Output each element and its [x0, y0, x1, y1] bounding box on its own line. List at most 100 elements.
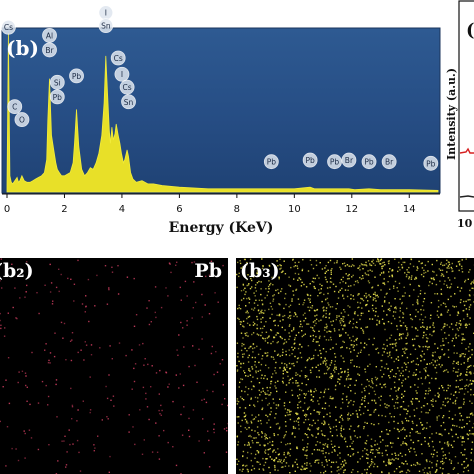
- map-dot: [422, 337, 424, 339]
- map-dot: [385, 449, 387, 452]
- map-dot: [375, 307, 377, 309]
- map-dot: [304, 333, 306, 335]
- map-dot: [374, 291, 376, 294]
- map-dot: [381, 414, 383, 417]
- map-dot: [257, 420, 260, 422]
- map-dot: [47, 404, 49, 406]
- map-dot: [471, 353, 473, 356]
- map-dot: [286, 366, 288, 368]
- map-dot: [350, 344, 352, 346]
- map-dot: [278, 314, 280, 317]
- map-dot: [265, 414, 267, 416]
- map-dot: [135, 314, 138, 316]
- map-dot: [442, 451, 444, 453]
- map-dot: [274, 370, 276, 372]
- map-dot: [425, 367, 427, 369]
- map-dot: [108, 471, 110, 473]
- map-dot: [360, 297, 362, 300]
- map-dot: [253, 307, 256, 309]
- map-dot: [222, 264, 224, 267]
- map-dot: [214, 292, 216, 294]
- map-dot: [362, 330, 365, 333]
- map-dot: [446, 324, 448, 326]
- map-dot: [251, 366, 253, 368]
- map-dot: [213, 431, 215, 434]
- map-dot: [413, 289, 415, 291]
- map-dot: [385, 293, 387, 295]
- map-dot: [292, 425, 295, 428]
- map-dot: [250, 398, 252, 400]
- map-dot: [454, 277, 456, 279]
- map-dot: [422, 334, 425, 337]
- map-dot: [350, 298, 352, 300]
- map-dot: [338, 334, 341, 336]
- map-dot: [416, 424, 418, 427]
- map-dot: [453, 306, 455, 308]
- map-dot: [278, 453, 280, 455]
- map-dot: [340, 371, 343, 374]
- map-dot: [421, 383, 424, 385]
- map-dot: [363, 426, 365, 428]
- map-dot: [404, 437, 406, 439]
- map-dot: [361, 399, 363, 401]
- map-dot: [442, 338, 444, 340]
- map-dot: [362, 450, 364, 452]
- map-dot: [461, 427, 463, 429]
- map-dot: [352, 453, 355, 455]
- map-dot: [399, 320, 401, 322]
- map-dot: [395, 468, 398, 470]
- map-dot: [277, 422, 279, 425]
- map-dot: [297, 273, 300, 275]
- map-dot: [380, 263, 382, 265]
- map-dot: [258, 414, 260, 416]
- map-dot: [265, 434, 267, 436]
- map-dot: [77, 351, 79, 354]
- map-dot: [423, 358, 426, 361]
- map-dot: [203, 398, 205, 400]
- map-dot: [30, 437, 33, 439]
- map-dot: [352, 344, 354, 346]
- map-dot: [113, 405, 115, 407]
- map-dot: [352, 454, 354, 456]
- map-dot: [284, 293, 287, 295]
- map-dot: [330, 373, 332, 375]
- map-dot: [309, 470, 312, 472]
- map-dot: [188, 429, 190, 431]
- map-dot: [370, 463, 373, 465]
- map-dot: [241, 378, 244, 381]
- map-dot: [404, 454, 407, 456]
- map-dot: [384, 386, 387, 388]
- map-dot: [429, 281, 431, 283]
- map-dot: [469, 295, 471, 297]
- map-dot: [14, 287, 16, 289]
- map-dot: [266, 386, 268, 389]
- map-dot: [408, 271, 410, 274]
- map-dot: [454, 399, 457, 402]
- map-dot: [413, 409, 415, 411]
- map-dot: [318, 369, 320, 372]
- map-dot: [461, 259, 463, 261]
- map-dot: [181, 434, 184, 436]
- map-dot: [450, 460, 453, 462]
- map-dot: [352, 413, 354, 415]
- map-dot: [301, 466, 304, 468]
- map-dot: [402, 316, 404, 319]
- map-dot: [416, 430, 418, 433]
- map-dot: [422, 309, 425, 311]
- map-dot: [297, 466, 299, 469]
- map-dot: [442, 275, 445, 277]
- map-dot: [281, 380, 284, 383]
- map-dot: [251, 465, 254, 467]
- map-dot: [392, 442, 394, 444]
- map-dot: [254, 457, 256, 459]
- map-dot: [296, 361, 298, 363]
- map-dot: [405, 369, 407, 371]
- map-dot: [466, 416, 468, 419]
- map-dot: [278, 313, 281, 316]
- map-dot: [396, 398, 398, 400]
- annotation-label-15: Pb: [305, 156, 315, 165]
- map-dot: [44, 284, 46, 286]
- map-dot: [291, 389, 293, 392]
- map-dot: [341, 371, 343, 373]
- map-dot: [459, 379, 461, 381]
